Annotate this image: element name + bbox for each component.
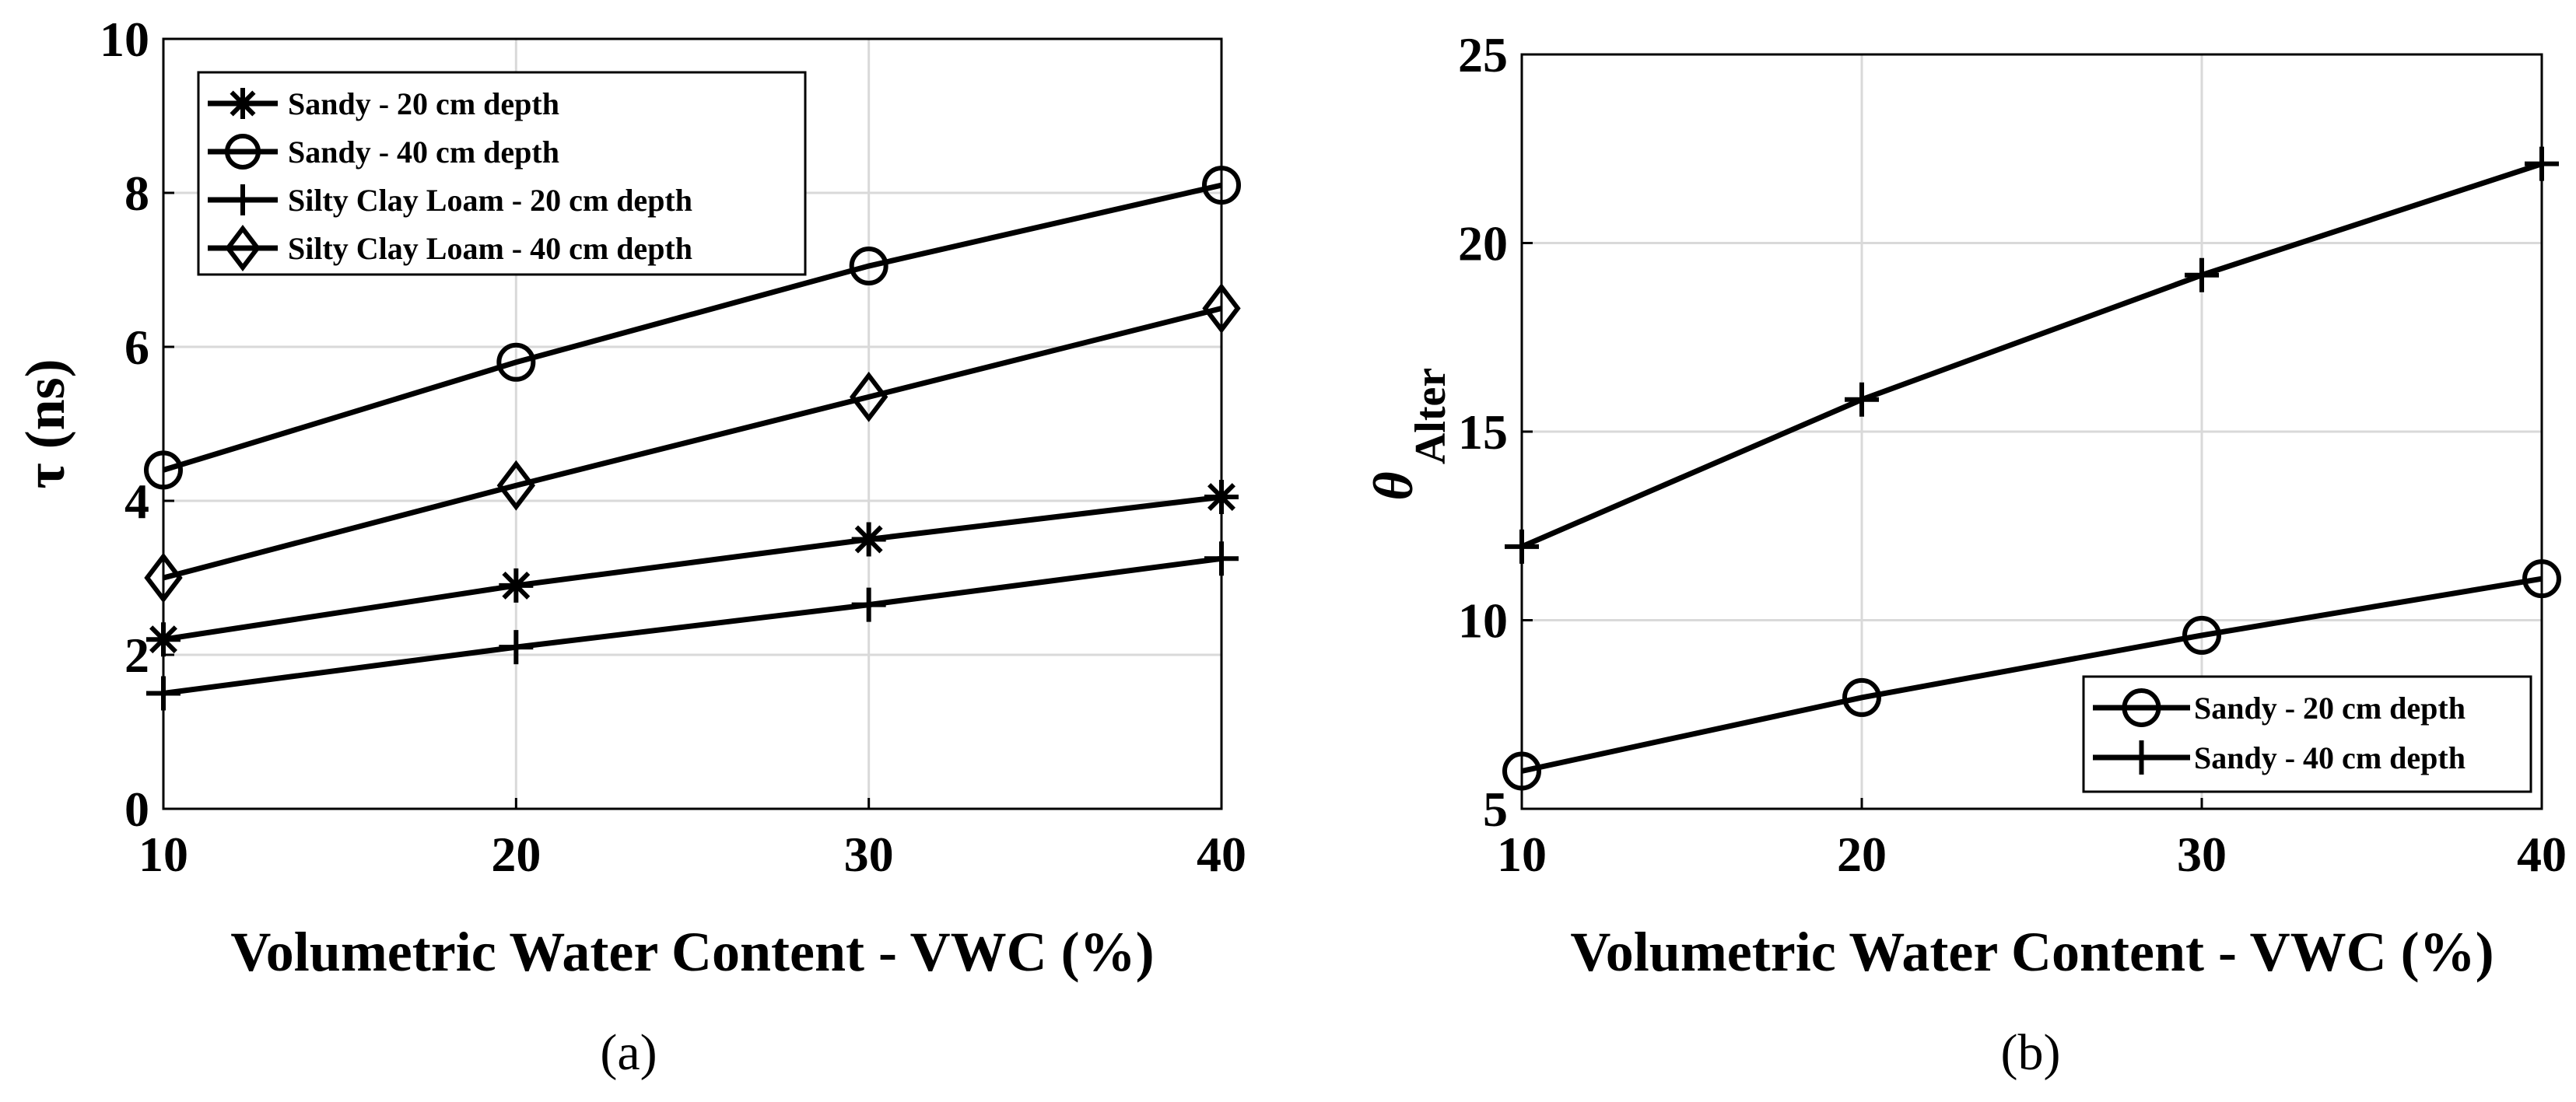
plot-frame-a [162,37,1223,810]
y-tick-label-a: 6 [124,320,149,375]
y-tick-label-b: 15 [1458,404,1508,460]
data-point-b-1-0 [1505,529,1539,564]
data-point-a-0-1 [499,568,534,603]
legend-entry-a-2: Silty Clay Loam - 20 cm depth [208,183,692,218]
series-line-a-3 [163,306,1222,581]
ticks-a: 10 20 30 40 0 2 4 6 8 10 [100,12,1246,882]
series-line-b-0 [1521,575,2543,774]
x-tick-label-b: 30 [2177,827,2227,882]
x-tick-label-a: 40 [1197,827,1246,882]
x-tick-label-b: 40 [2517,827,2567,882]
legend-entry-a-1: Sandy - 40 cm depth [208,134,559,170]
data-point-a-1-0 [144,450,183,490]
data-point-a-0-2 [851,522,886,557]
panel-label-a: (a) [600,1024,657,1081]
data-point-b-1-2 [2185,257,2219,292]
data-point-b-0-3 [2522,559,2561,599]
legend-a: Sandy - 20 cm depth Sandy - 40 cm depth Si… [197,71,807,276]
data-point-a-2-1 [499,630,534,665]
series-line-a-1 [162,182,1222,473]
y-tick-label-a: 4 [124,474,149,529]
data-point-b-1-3 [2525,146,2559,181]
y-tick-label-b: 10 [1458,593,1508,649]
chart-panel-a: 10 20 30 40 0 2 4 6 8 10 Volumetric Water Content… [14,12,1246,1081]
legend-entry-b-1: Sandy - 40 cm depth [2093,740,2466,775]
series-b [1502,146,2561,791]
data-point-b-0-2 [2182,615,2221,655]
legend-entry-a-3: Silty Clay Loam - 40 cm depth [208,225,692,271]
y-tick-label-a: 0 [124,782,149,837]
data-point-a-3-1 [496,460,536,511]
data-point-a-2-3 [1204,541,1239,576]
x-tick-label-a: 10 [138,827,188,882]
y-axis-label-a: τ (ns) [14,359,76,488]
legend-box-a [197,71,807,276]
legend-label-a-1: Sandy - 40 cm depth [288,135,559,170]
y-axis-label-b-subscript: Alter [1407,368,1455,464]
x-tick-label-b: 20 [1837,827,1887,882]
data-point-a-0-0 [146,622,180,657]
data-point-a-1-2 [849,247,888,286]
legend-entry-b-0: Sandy - 20 cm depth [2093,688,2466,727]
data-point-a-3-3 [1202,283,1241,334]
legend-label-a-3: Silty Clay Loam - 40 cm depth [288,231,692,266]
y-tick-label-b: 5 [1483,782,1508,837]
series-line-a-2 [163,555,1222,696]
legend-b: Sandy - 20 cm depth Sandy - 40 cm depth [2082,675,2532,793]
y-tick-label-a: 2 [124,628,149,683]
y-axis-label-b-symbol: θ [1362,471,1425,500]
legend-marker-a-2 [227,184,258,215]
x-axis-label-b: Volumetric Water Content - VWC (%) [1570,921,2494,983]
data-point-a-2-0 [146,676,180,711]
series-line-b-1 [1520,161,2543,550]
legend-label-a-0: Sandy - 20 cm depth [288,86,559,121]
y-axis-label-b: θ Alter [1362,368,1455,501]
legend-marker-b-0 [2122,688,2161,727]
legend-label-b-1: Sandy - 40 cm depth [2194,740,2466,775]
legend-label-b-0: Sandy - 20 cm depth [2194,691,2466,726]
x-axis-label-a: Volumetric Water Content - VWC (%) [230,921,1154,983]
legend-marker-a-3 [225,225,261,271]
y-tick-label-a: 10 [100,12,149,67]
y-tick-label-b: 20 [1458,216,1508,271]
data-point-a-1-1 [496,342,536,382]
data-point-b-0-0 [1502,751,1541,791]
data-point-a-3-0 [144,552,183,603]
legend-marker-a-0 [227,88,258,119]
data-point-a-0-3 [1204,480,1239,515]
y-tick-label-a: 8 [124,166,149,221]
data-point-b-0-1 [1842,677,1881,717]
data-point-b-1-1 [1845,382,1879,417]
legend-box-b [2082,675,2532,793]
x-tick-label-a: 30 [844,827,894,882]
legend-marker-a-1 [225,134,261,170]
data-point-a-3-2 [849,371,888,422]
x-tick-label-b: 10 [1497,827,1547,882]
y-tick-label-b: 25 [1458,27,1508,82]
series-line-a-0 [163,494,1222,642]
legend-marker-b-1 [2124,740,2159,775]
data-point-a-1-3 [1202,166,1241,205]
data-point-a-2-2 [851,587,886,622]
legend-label-a-2: Silty Clay Loam - 20 cm depth [288,183,692,218]
panel-label-b: (b) [2001,1024,2061,1081]
x-tick-label-a: 20 [491,827,541,882]
legend-entry-a-0: Sandy - 20 cm depth [208,86,559,121]
series-a [144,166,1241,711]
